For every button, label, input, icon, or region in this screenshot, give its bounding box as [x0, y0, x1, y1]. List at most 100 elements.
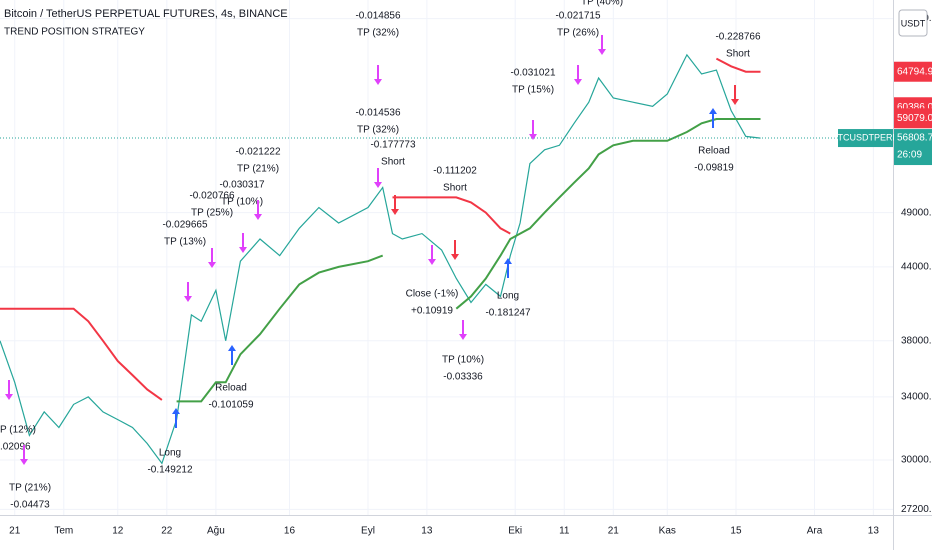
signal-arrow-head [529, 134, 537, 140]
signal-arrow-head [459, 334, 467, 340]
symbol-title: Bitcoin / TetherUS PERPETUAL FUTURES, 4s… [4, 8, 288, 20]
symbol-badge [838, 129, 893, 148]
y-tick-label: 38000.00 [901, 335, 932, 346]
signal-arrow-head [374, 79, 382, 85]
currency-label[interactable]: USDT [901, 18, 926, 28]
x-tick-label: Eyl [361, 526, 375, 537]
countdown: 26:09 [897, 150, 922, 161]
signal-arrow-head [574, 79, 582, 85]
y-tick-label: 49000.00 [901, 207, 932, 218]
trade-annotation: -0.021222 [235, 147, 280, 158]
x-tick-label: Ağu [207, 526, 225, 537]
signal-arrow-head [228, 345, 236, 351]
trade-annotation: -0.181247 [485, 308, 530, 319]
signal-arrow-head [5, 394, 13, 400]
signal-arrow-head [184, 296, 192, 302]
trade-annotation: TP (32%) [357, 125, 399, 136]
x-tick-label: 21 [9, 526, 21, 537]
signal-arrow-head [208, 262, 216, 268]
grid [0, 0, 893, 515]
price-label-box [894, 129, 932, 166]
signal-arrow-head [451, 254, 459, 260]
x-tick-label: 22 [161, 526, 173, 537]
strategy-title: TREND POSITION STRATEGY [4, 27, 145, 38]
currency-button[interactable] [898, 9, 928, 37]
trade-annotation: -0.014536 [355, 108, 400, 119]
trade-annotation: Long [159, 448, 181, 459]
trade-annotation: Close (-1%) [406, 289, 459, 300]
trade-annotation: -0.030317 [219, 180, 264, 191]
trade-annotation: -0.031021 [510, 68, 555, 79]
x-tick-label: Kas [659, 526, 676, 537]
plot [0, 53, 893, 465]
symbol-badge-label: BTCUSDTPERP [831, 132, 898, 142]
signal-arrow-head [428, 259, 436, 265]
trade-annotation: P (12%) [0, 425, 36, 436]
trade-annotation: Reload [698, 146, 730, 157]
y-tick-label: 34000.00 [901, 392, 932, 403]
price-label-box [894, 61, 932, 82]
trade-annotation: TP (26%) [557, 28, 599, 39]
trade-annotation: -0.04473 [10, 500, 50, 511]
trade-annotation: TP (21%) [237, 164, 279, 175]
x-tick-label: 16 [284, 526, 296, 537]
trade-annotation: .02096 [0, 442, 31, 453]
price-label: 60386.02 [897, 102, 932, 113]
signal-arrow-head [709, 108, 717, 114]
trade-annotation: -0.149212 [147, 465, 192, 476]
price-line [0, 53, 761, 465]
trade-annotation: Short [443, 183, 467, 194]
trade-annotation: TP (15%) [512, 85, 554, 96]
trade-annotation: TP (10%) [442, 355, 484, 366]
trade-annotation: Short [381, 157, 405, 168]
trade-annotation: -0.021715 [555, 11, 600, 22]
signal-arrow-head [598, 49, 606, 55]
trade-annotation: -0.09819 [694, 163, 734, 174]
trade-annotation: -0.101059 [208, 400, 253, 411]
trade-annotation: -0.029665 [162, 220, 207, 231]
signal-arrow-head [239, 247, 247, 253]
x-tick-label: 12 [112, 526, 124, 537]
trade-annotation: -0.03336 [443, 372, 483, 383]
trade-annotation: Short [726, 49, 750, 60]
y-tick-label: 44000.00 [901, 262, 932, 273]
trade-annotation: -0.014856 [355, 11, 400, 22]
trade-annotation: Reload [215, 383, 247, 394]
signal-arrow-head [374, 182, 382, 188]
trade-annotation: -0.228766 [715, 32, 760, 43]
trend-line [176, 118, 761, 403]
x-tick-label: 15 [730, 526, 742, 537]
price-label: 59079.00 [897, 113, 932, 124]
trade-annotation: TP (32%) [357, 28, 399, 39]
trade-annotation: -0.177773 [370, 140, 415, 151]
signal-arrow-head [20, 459, 28, 465]
price-label: 64794.99 [897, 66, 932, 77]
annotations: P (12%) .02096 TP (21%) -0.04473 Long -0.1492… [0, 0, 761, 511]
trade-annotation: -0.111202 [433, 166, 477, 177]
y-tick-label: 27200.00 [901, 504, 932, 515]
trade-annotation: Long [497, 291, 519, 302]
x-tick-label: 11 [559, 526, 570, 537]
signal-arrow-head [731, 99, 739, 105]
trade-annotation: TP (13%) [164, 237, 206, 248]
x-tick-label: 13 [868, 526, 880, 537]
trade-annotation: TP (21%) [9, 483, 51, 494]
x-tick-label: 21 [608, 526, 620, 537]
x-tick-label: Ara [807, 526, 823, 537]
signal-arrow-head [504, 258, 512, 264]
x-tick-label: Tem [54, 526, 73, 537]
trade-annotation: +0.10919 [411, 306, 453, 317]
y-tick-label: 30000.00 [901, 455, 932, 466]
trade-annotation: TP (10%) [221, 197, 263, 208]
trade-annotation: TP (40%) [581, 0, 623, 8]
signal-arrow-head [254, 214, 262, 220]
axes: 27200.00 30000.00 34000.00 38000.00 44000.00… [9, 13, 932, 537]
trend-line [0, 57, 761, 401]
x-tick-label: Eki [508, 526, 522, 537]
x-tick-label: 13 [421, 526, 433, 537]
trade-annotation: -0.020766 [189, 191, 234, 202]
signal-arrow-head [391, 209, 399, 215]
price-label: 56808.78 [897, 133, 932, 144]
